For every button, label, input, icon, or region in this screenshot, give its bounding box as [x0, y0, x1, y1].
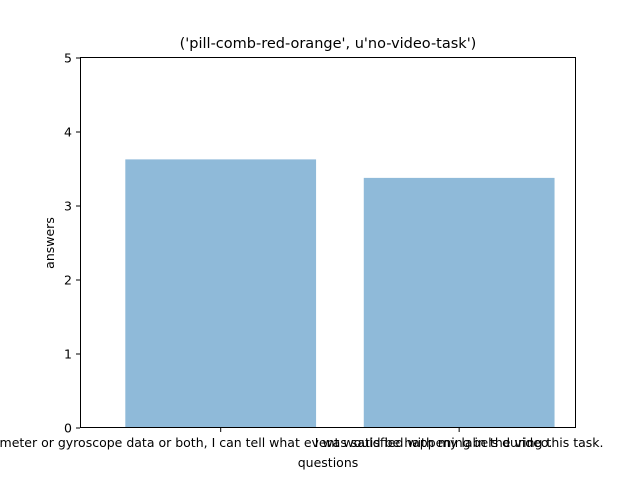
chart-title: ('pill-comb-red-orange', u'no-video-task… [180, 36, 477, 52]
y-axis: 0 1 2 3 4 5 [64, 51, 80, 436]
y-tick-label: 5 [64, 51, 72, 66]
bars-group [125, 159, 555, 428]
y-axis-label: answers [42, 217, 57, 269]
y-tick-label: 2 [64, 273, 72, 288]
y-tick-label: 4 [64, 125, 72, 140]
bar [363, 177, 555, 428]
x-axis: By using accelerometer or gyroscope data… [0, 428, 603, 450]
plot-area-frame [80, 57, 576, 428]
y-tick-label: 0 [64, 421, 72, 436]
bar [125, 159, 317, 428]
x-tick-label: I was satisfied with my labels during th… [315, 435, 604, 450]
x-tick-label: By using accelerometer or gyroscope data… [0, 435, 552, 450]
y-tick-label: 1 [64, 347, 72, 362]
y-tick-label: 3 [64, 199, 72, 214]
x-axis-label: questions [298, 455, 359, 470]
